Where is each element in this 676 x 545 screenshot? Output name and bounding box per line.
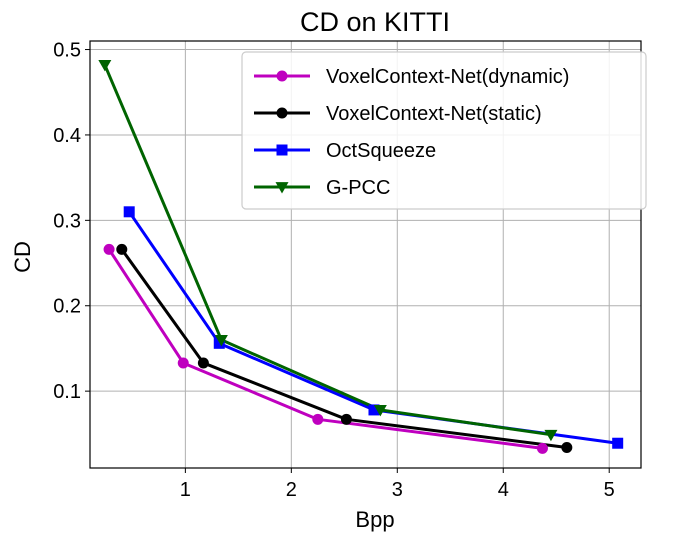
x-tick-label: 3 [392, 479, 403, 501]
data-point-0-0 [103, 243, 115, 255]
data-point-0-1 [177, 357, 189, 369]
data-point-3-1 [214, 335, 228, 347]
data-point-1-2 [340, 413, 352, 425]
y-tick-label: 0.3 [53, 210, 81, 232]
data-point-3-2 [373, 405, 387, 417]
legend-label: VoxelContext-Net(dynamic) [326, 66, 569, 88]
series-line-1 [120, 248, 568, 449]
data-point-1-3 [561, 442, 573, 454]
data-point-1-1 [197, 357, 209, 369]
legend-swatch-marker [276, 107, 288, 119]
series-line-0 [107, 248, 543, 450]
data-point-2-3 [612, 437, 624, 449]
legend-swatch-marker [275, 182, 289, 194]
legend-box [241, 51, 647, 210]
legend-label: VoxelContext-Net(static) [326, 103, 542, 125]
y-axis-ticks: 0.1 0.2 0.3 0.4 0.5 [53, 40, 90, 403]
data-point-3-3 [544, 429, 558, 442]
y-axis-label: CD [10, 241, 35, 273]
legend-label: OctSqueeze [326, 140, 436, 162]
x-tick-label: 4 [498, 479, 509, 501]
legend-label: G-PCC [326, 177, 390, 199]
legend: VoxelContext-Net(dynamic) VoxelContext-Ne… [241, 51, 647, 210]
legend-swatch-marker [276, 70, 288, 82]
data-point-2-0 [123, 206, 135, 218]
x-tick-label: 5 [604, 479, 615, 501]
data-point-3-0 [98, 60, 112, 72]
x-axis-label: Bpp [355, 507, 394, 532]
legend-swatch-marker [276, 144, 288, 156]
plot-frame [89, 40, 642, 469]
x-tick-label: 2 [286, 479, 297, 501]
chart-title: CD on KITTI [300, 7, 450, 37]
series-lines [103, 64, 618, 450]
y-tick-label: 0.4 [53, 125, 81, 147]
data-point-0-3 [536, 442, 548, 454]
data-point-1-0 [116, 243, 128, 255]
y-tick-label: 0.1 [53, 381, 81, 403]
y-tick-label: 0.5 [53, 40, 81, 62]
y-tick-label: 0.2 [53, 296, 81, 318]
data-point-0-2 [312, 413, 324, 425]
series-markers [98, 60, 624, 454]
x-axis-ticks: 1 2 3 4 5 [180, 468, 615, 501]
series-line-3 [103, 64, 552, 437]
data-point-2-2 [368, 404, 380, 416]
data-point-2-1 [213, 337, 225, 349]
x-tick-label: 1 [180, 479, 191, 501]
